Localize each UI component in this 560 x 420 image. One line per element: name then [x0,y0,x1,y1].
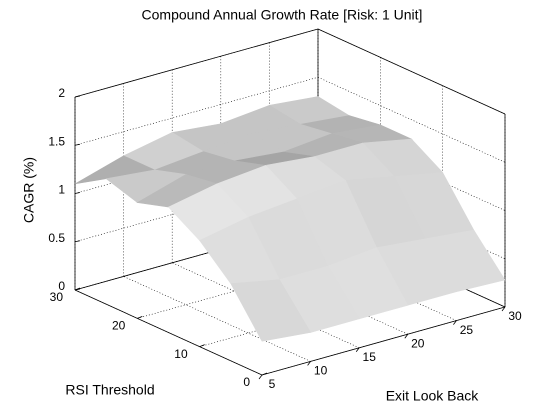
axis-line [317,28,506,115]
x-tick-label: 10 [314,364,328,378]
z-tick-label: 0 [58,279,65,293]
z-tick [74,288,81,291]
x-tick [404,333,409,339]
y-tick [137,315,143,319]
x-tick-label: 20 [411,336,425,350]
x-tick [501,306,506,312]
x-tick-label: 5 [269,377,276,391]
z-tick-label: 1 [58,183,65,197]
axis-line [74,289,263,376]
x-tick-label: 30 [508,309,522,323]
y-tick [261,372,268,376]
x-tick-label: 15 [363,350,377,364]
grid-line [123,276,311,362]
z-tick-label: 2 [58,86,65,100]
z-tick [74,95,81,98]
axis-line [74,28,319,98]
z-tick-label: 0.5 [48,231,65,245]
x-tick [355,347,360,353]
z-tick [74,240,81,243]
z-tick [74,143,81,146]
x-tick [258,374,263,380]
surface-patch [230,279,312,342]
y-axis-label: RSI Threshold [65,382,154,398]
grid-line [74,76,319,146]
z-tick [74,192,81,194]
y-tick-label: 20 [112,319,126,333]
y-tick [199,344,205,348]
y-tick-label: 10 [174,347,188,361]
x-tick [307,361,311,366]
z-axis-label: CAGR (%) [21,157,37,223]
grid-line [317,76,506,163]
y-tick-label: 0 [243,375,250,389]
z-tick-label: 1.5 [48,134,65,148]
x-tick [453,320,457,325]
axis-line [261,306,506,376]
x-tick-label: 25 [460,323,474,337]
y-tick-label: 30 [50,290,64,304]
chart-title: Compound Annual Growth Rate [Risk: 1 Uni… [142,7,423,23]
x-axis-label: Exit Look Back [386,388,480,404]
